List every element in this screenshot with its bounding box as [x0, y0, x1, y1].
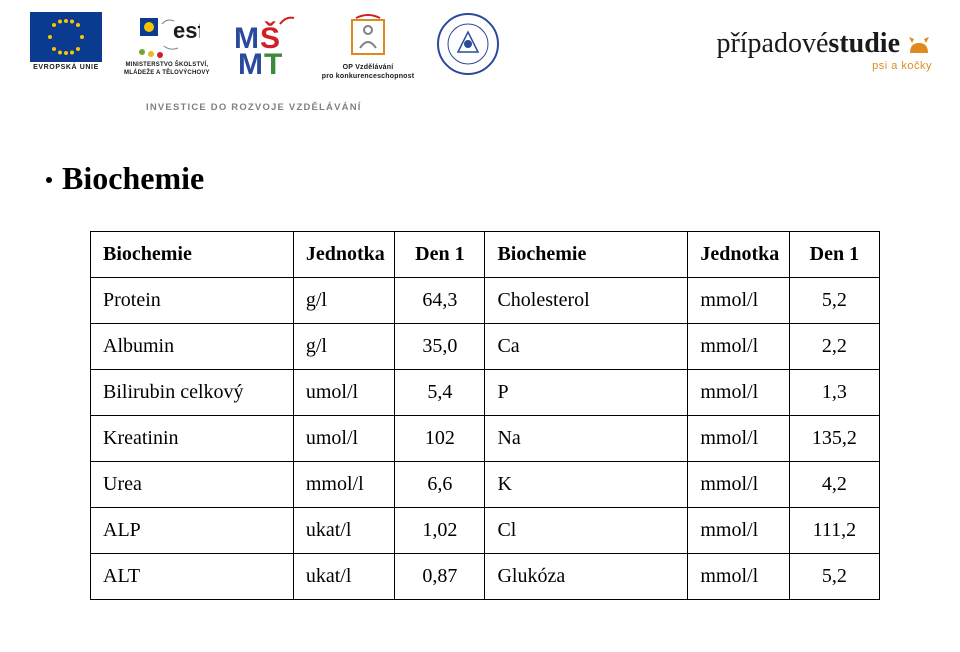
table-cell: Na [485, 416, 688, 462]
th-c1: Biochemie [91, 232, 294, 278]
table-cell: Urea [91, 462, 294, 508]
table-cell: 5,2 [789, 278, 879, 324]
esf-logo: esf MINISTERSTVO ŠKOLSTVÍ, MLÁDEŽE A TĚL… [124, 12, 210, 77]
table-row: ALPukat/l1,02Clmmol/l111,2 [91, 508, 880, 554]
svg-text:M: M [238, 48, 263, 81]
table-cell: 35,0 [395, 324, 485, 370]
table-cell: Ca [485, 324, 688, 370]
table-cell: mmol/l [688, 370, 789, 416]
table-header-row: Biochemie Jednotka Den 1 Biochemie Jedno… [91, 232, 880, 278]
table-cell: mmol/l [688, 462, 789, 508]
table-cell: 5,2 [789, 554, 879, 600]
table-cell: Glukóza [485, 554, 688, 600]
header-bar: EVROPSKÁ UNIE esf [0, 0, 960, 120]
table-cell: mmol/l [293, 462, 394, 508]
table-cell: 5,4 [395, 370, 485, 416]
biochemistry-table: Biochemie Jednotka Den 1 Biochemie Jedno… [90, 231, 880, 600]
table-cell: 6,6 [395, 462, 485, 508]
page-title-row: Biochemie [46, 160, 914, 197]
university-seal-logo [436, 12, 500, 76]
table-cell: 111,2 [789, 508, 879, 554]
table-cell: 4,2 [789, 462, 879, 508]
table-cell: 64,3 [395, 278, 485, 324]
table-cell: K [485, 462, 688, 508]
table-cell: mmol/l [688, 278, 789, 324]
th-c6: Den 1 [789, 232, 879, 278]
op-vzdelavani-logo: OP Vzdělávání pro konkurenceschopnost [322, 12, 415, 81]
th-c5: Jednotka [688, 232, 789, 278]
table-cell: Protein [91, 278, 294, 324]
table-row: Ureammol/l6,6Kmmol/l4,2 [91, 462, 880, 508]
title-bullet-icon [46, 177, 52, 183]
table-cell: Albumin [91, 324, 294, 370]
table-cell: 0,87 [395, 554, 485, 600]
table-cell: Bilirubin celkový [91, 370, 294, 416]
th-c2: Jednotka [293, 232, 394, 278]
page-title: Biochemie [62, 160, 204, 197]
brand-strong: studie [828, 28, 900, 59]
table-cell: ALT [91, 554, 294, 600]
table-cell: Cholesterol [485, 278, 688, 324]
th-c4: Biochemie [485, 232, 688, 278]
svg-text:T: T [264, 48, 282, 81]
table-cell: 102 [395, 416, 485, 462]
table-cell: g/l [293, 278, 394, 324]
brand-pre: případové [716, 28, 828, 59]
table-cell: P [485, 370, 688, 416]
op-line1: OP Vzdělávání [343, 64, 394, 71]
table-cell: Cl [485, 508, 688, 554]
table-cell: ukat/l [293, 508, 394, 554]
table-cell: g/l [293, 324, 394, 370]
brand-sub: psi a kočky [716, 60, 932, 72]
table-cell: mmol/l [688, 416, 789, 462]
table-cell: 135,2 [789, 416, 879, 462]
th-c3: Den 1 [395, 232, 485, 278]
table-cell: mmol/l [688, 324, 789, 370]
esf-sub-line1: MINISTERSTVO ŠKOLSTVÍ, [126, 62, 209, 68]
brand-logo: případovéstudie psi a kočky [716, 28, 932, 72]
table-cell: umol/l [293, 370, 394, 416]
table-cell: ukat/l [293, 554, 394, 600]
investice-tagline: INVESTICE DO ROZVOJE VZDĚLÁVÁNÍ [146, 102, 362, 113]
table-cell: 1,02 [395, 508, 485, 554]
table-cell: mmol/l [688, 554, 789, 600]
table-cell: Kreatinin [91, 416, 294, 462]
svg-text:esf: esf [173, 18, 200, 43]
table-row: Albuming/l35,0Cammol/l2,2 [91, 324, 880, 370]
eu-label: EVROPSKÁ UNIE [33, 64, 99, 71]
table-row: Bilirubin celkovýumol/l5,4Pmmol/l1,3 [91, 370, 880, 416]
table-row: ALTukat/l0,87Glukózammol/l5,2 [91, 554, 880, 600]
table-cell: 2,2 [789, 324, 879, 370]
op-line2: pro konkurenceschopnost [322, 73, 415, 80]
table-cell: ALP [91, 508, 294, 554]
cat-icon [906, 33, 932, 60]
table-row: Proteing/l64,3Cholesterolmmol/l5,2 [91, 278, 880, 324]
eu-flag-logo: EVROPSKÁ UNIE [30, 12, 102, 71]
esf-sub-line2: MLÁDEŽE A TĚLOVÝCHOVY [124, 70, 210, 76]
table-cell: mmol/l [688, 508, 789, 554]
msmt-logo: M Š M T [232, 12, 300, 84]
table-row: Kreatininumol/l102Nammol/l135,2 [91, 416, 880, 462]
table-cell: 1,3 [789, 370, 879, 416]
table-cell: umol/l [293, 416, 394, 462]
